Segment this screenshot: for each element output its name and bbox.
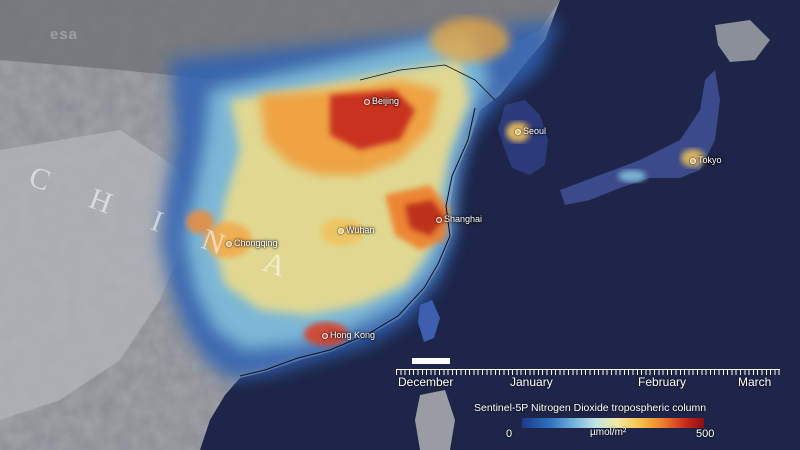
- legend-color-bar: [522, 418, 704, 428]
- city-marker-icon: [436, 216, 442, 223]
- no2-layer: [160, 18, 705, 380]
- no2-chongqing: [204, 222, 252, 258]
- city-marker-icon: [690, 157, 696, 164]
- month-december: December: [398, 375, 454, 389]
- city-label: Shanghai: [444, 214, 483, 224]
- city-label: Seoul: [523, 126, 547, 136]
- city-chongqing[interactable]: Chongqing: [226, 238, 278, 248]
- city-label: Wuhan: [346, 225, 375, 235]
- city-marker-icon: [364, 98, 370, 105]
- land-plateau: [0, 130, 190, 420]
- esa-watermark: esa: [50, 26, 79, 43]
- color-legend: Sentinel-5P Nitrogen Dioxide tropospheri…: [470, 398, 770, 448]
- city-label: Hong Kong: [330, 330, 376, 340]
- no2-red-shanghai: [405, 200, 445, 236]
- legend-title: Sentinel-5P Nitrogen Dioxide tropospheri…: [474, 402, 707, 414]
- timeline-progress-bar[interactable]: [412, 358, 450, 364]
- border: [359, 64, 496, 101]
- no2-osaka: [618, 170, 646, 182]
- land-japan: [560, 70, 720, 205]
- city-hong-kong[interactable]: Hong Kong: [322, 330, 375, 340]
- city-tokyo[interactable]: Tokyo: [690, 155, 722, 165]
- coastline: [239, 107, 476, 377]
- land-south-islands: [415, 390, 455, 450]
- legend-max-value: 500: [696, 428, 715, 440]
- timeline[interactable]: December January February March: [392, 356, 792, 396]
- no2-red-north: [330, 90, 415, 150]
- timeline-ticks: [396, 369, 780, 375]
- city-label: Beijing: [372, 96, 400, 106]
- legend-unit: µmol/m²: [590, 427, 627, 438]
- city-marker-icon: [226, 240, 232, 247]
- month-january: January: [510, 375, 553, 389]
- land-hokkaido: [715, 20, 770, 62]
- city-shanghai[interactable]: Shanghai: [436, 214, 482, 224]
- no2-northeast: [430, 18, 510, 62]
- month-february: February: [638, 375, 687, 389]
- city-marker-icon: [515, 128, 521, 135]
- legend-min-value: 0: [506, 428, 513, 440]
- city-wuhan[interactable]: Wuhan: [338, 225, 374, 235]
- no2-chengdu: [186, 210, 214, 234]
- city-label: Tokyo: [698, 155, 722, 165]
- city-marker-icon: [322, 332, 328, 339]
- city-marker-icon: [338, 227, 344, 234]
- month-march: March: [738, 375, 772, 389]
- city-seoul[interactable]: Seoul: [515, 126, 546, 136]
- city-beijing[interactable]: Beijing: [364, 96, 399, 106]
- city-label: Chongqing: [234, 238, 278, 248]
- land-taiwan: [418, 300, 440, 342]
